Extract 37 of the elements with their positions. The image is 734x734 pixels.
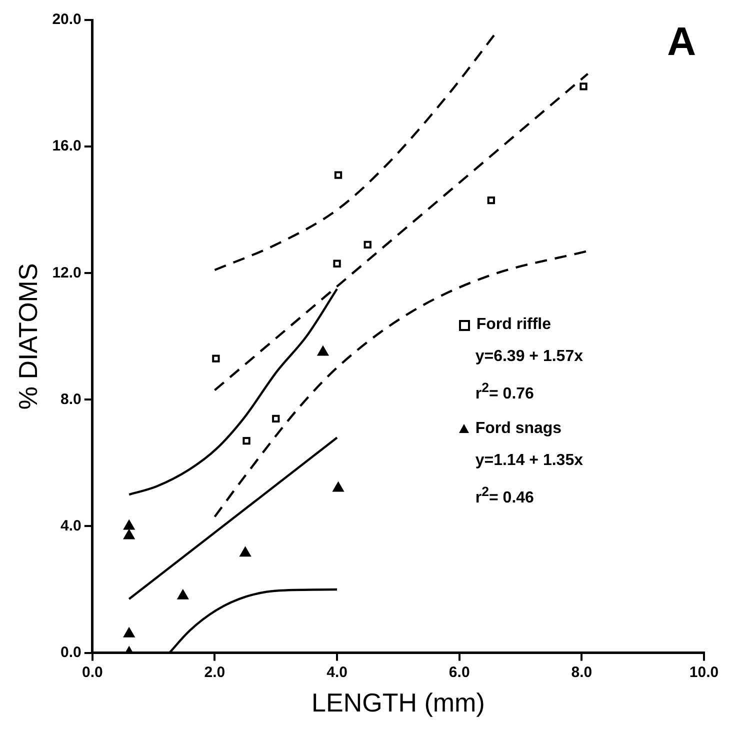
x-tick-label: 0.0 [82, 664, 103, 681]
point [333, 260, 341, 268]
y-tick-label: 0.0 [60, 644, 82, 661]
x-tick-label: 4.0 [326, 664, 348, 681]
point [272, 414, 280, 422]
y-tick-label: 20.0 [52, 11, 82, 28]
point [242, 436, 250, 445]
y-axis-title: % DIATOMS [12, 263, 43, 410]
chart-title: A [667, 20, 696, 64]
line-series [214, 250, 589, 518]
point [580, 82, 588, 90]
x-axis-title: LENGTH (mm) [312, 688, 485, 718]
annotation: y=1.14 + 1.35x [475, 452, 583, 469]
point [334, 171, 342, 179]
point [487, 196, 495, 204]
x-tick-label: 8.0 [571, 664, 592, 681]
legend-label: Ford snags [475, 420, 562, 437]
point [178, 590, 188, 600]
y-tick-label: 8.0 [60, 390, 82, 408]
y-tick-label: 16.0 [52, 138, 82, 155]
x-tick-label: 2.0 [204, 664, 226, 681]
annotation: r$^{2}$= 0.46 [475, 484, 535, 506]
y-tick-label: 4.0 [60, 517, 82, 534]
point [212, 354, 220, 362]
point [332, 482, 344, 492]
x-tick-label: 6.0 [448, 664, 470, 681]
annotation: r$^{2}$= 0.76 [475, 380, 535, 403]
y-tick-label: 12.0 [52, 264, 82, 282]
point [124, 530, 134, 540]
point [124, 520, 134, 530]
point [124, 628, 134, 638]
legend-label: Ford riffle [476, 316, 552, 334]
point [364, 240, 372, 248]
x-tick-label: 10.0 [689, 664, 719, 681]
point [240, 547, 251, 557]
point [318, 346, 328, 356]
annotation: y=6.39 + 1.57x [475, 348, 583, 366]
